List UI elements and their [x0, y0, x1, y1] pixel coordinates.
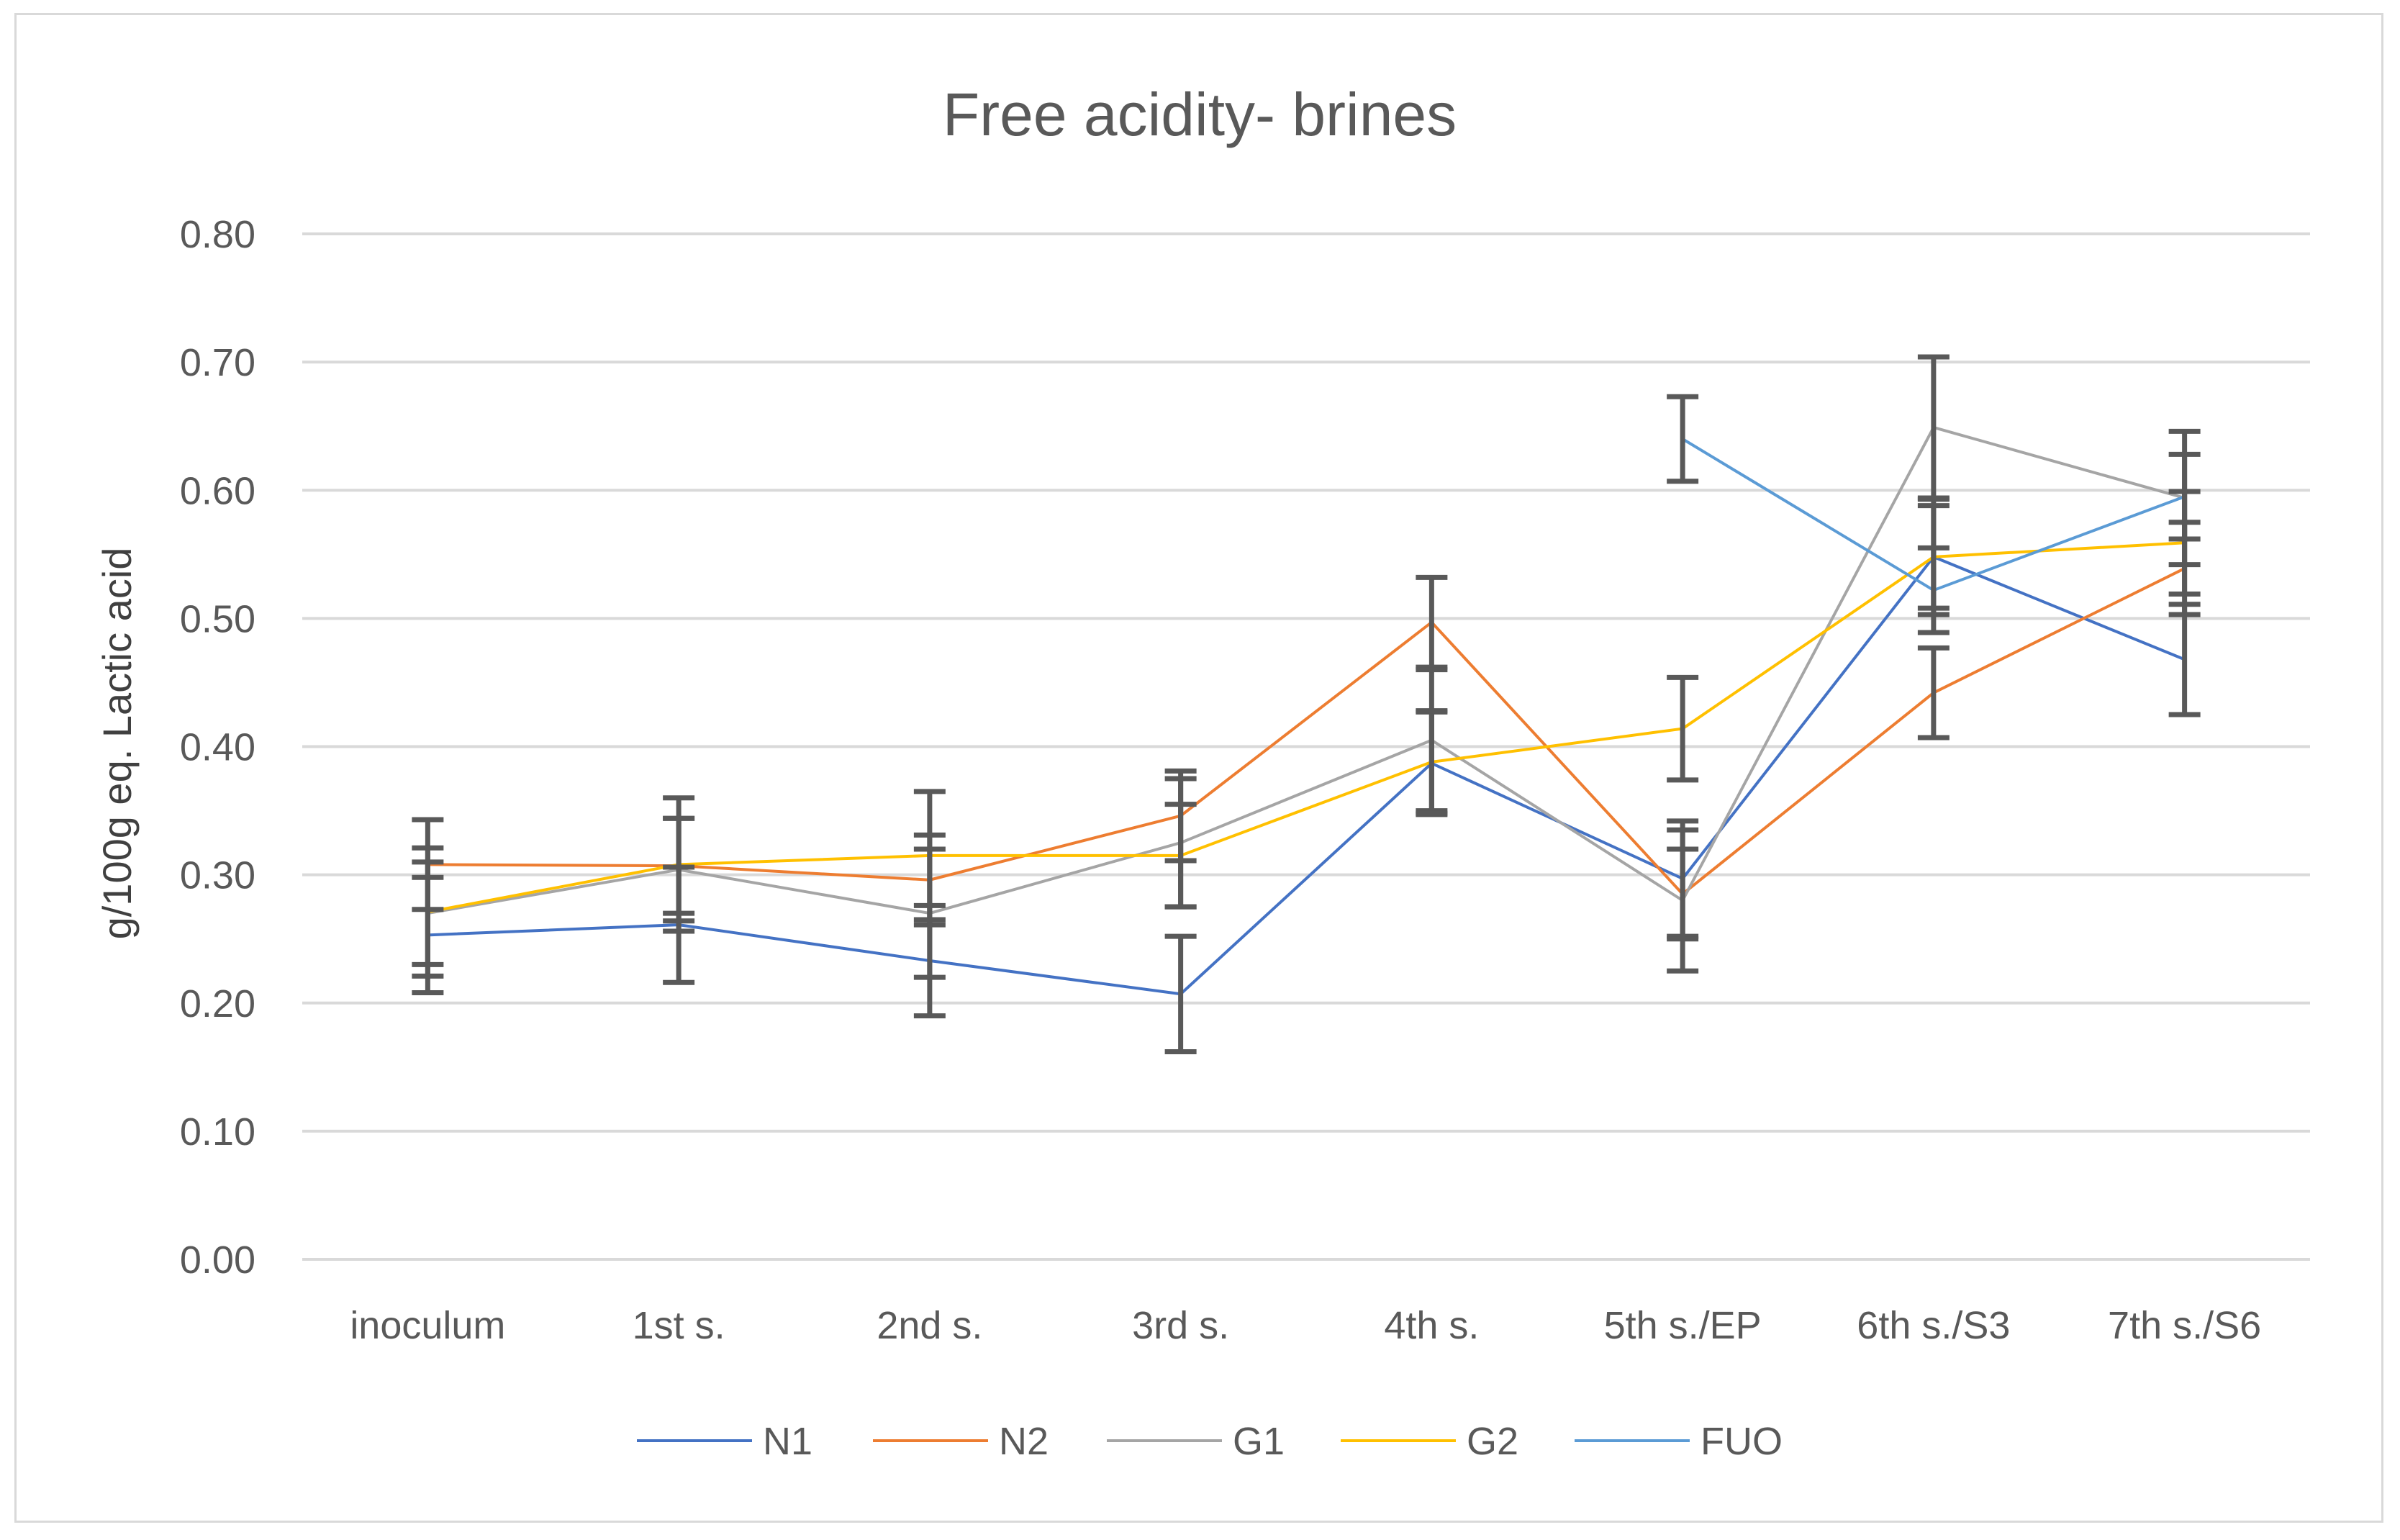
error-bar-g1 — [1917, 354, 1950, 501]
series-lines — [427, 425, 2186, 996]
y-tick-labels: 0.00 0.10 0.20 0.30 0.40 0.50 0.60 0.70 0.80 — [180, 213, 255, 1282]
x-tick-labels: inoculum 1st s. 2nd s. 3rd s. 4th s. 5th s./E… — [350, 1304, 2261, 1347]
legend: N1 N2 G1 G2 FUO — [637, 1420, 1783, 1463]
series-line-n1 — [427, 555, 2186, 996]
error-bar-g2 — [1667, 674, 1699, 783]
series-line-n2 — [427, 567, 2186, 896]
error-bar-g2 — [412, 845, 444, 979]
y-tick-label: 0.60 — [180, 469, 255, 512]
x-tick-label: 1st s. — [633, 1304, 725, 1347]
x-tick-label: 3rd s. — [1132, 1304, 1229, 1347]
error-bar-fuo — [2168, 451, 2201, 542]
error-bar-n1 — [2168, 602, 2201, 717]
x-tick-label: 5th s./EP — [1604, 1304, 1762, 1347]
series-line-g1 — [427, 425, 2186, 915]
error-bar-n2 — [1416, 574, 1448, 670]
y-tick-label: 0.20 — [180, 982, 255, 1025]
legend-item-fuo: FUO — [1575, 1420, 1783, 1463]
gridlines — [302, 232, 2310, 1261]
legend-item-n2: N2 — [873, 1420, 1049, 1463]
legend-item-g1: G1 — [1107, 1420, 1285, 1463]
series-line-g2 — [427, 541, 2185, 914]
x-tick-label: 6th s./S3 — [1857, 1304, 2010, 1347]
error-bar-g2 — [913, 789, 946, 923]
legend-label: G1 — [1233, 1420, 1285, 1463]
error-bar-fuo — [1667, 394, 1699, 484]
y-tick-label: 0.70 — [180, 341, 255, 384]
error-bar-g2 — [1164, 802, 1197, 910]
error-bar-g2 — [663, 795, 695, 934]
x-tick-label: inoculum — [350, 1304, 505, 1347]
error-bar-fuo — [1917, 545, 1950, 635]
y-tick-label: 0.30 — [180, 854, 255, 897]
y-tick-label: 0.00 — [180, 1238, 255, 1282]
error-bar-n1 — [1164, 933, 1197, 1054]
y-tick-label: 0.40 — [180, 726, 255, 769]
legend-item-g2: G2 — [1341, 1420, 1518, 1463]
chart-title: Free acidity- brines — [943, 81, 1457, 148]
y-tick-label: 0.10 — [180, 1110, 255, 1154]
x-tick-label: 2nd s. — [877, 1304, 982, 1347]
error-bars — [412, 354, 2201, 1054]
legend-item-n1: N1 — [637, 1420, 812, 1463]
y-axis-title: g/100g eq. Lactic acid — [94, 548, 140, 940]
legend-label: FUO — [1701, 1420, 1783, 1463]
x-tick-label: 7th s./S6 — [2108, 1304, 2261, 1347]
legend-label: N1 — [763, 1420, 812, 1463]
legend-label: N2 — [999, 1420, 1049, 1463]
error-bar-g2 — [1416, 708, 1448, 816]
error-bar-g1 — [1667, 827, 1699, 974]
y-tick-label: 0.80 — [180, 213, 255, 256]
chart-frame — [14, 13, 2383, 1523]
legend-label: G2 — [1467, 1420, 1518, 1463]
error-bar-n2 — [1917, 645, 1950, 740]
y-tick-label: 0.50 — [180, 597, 255, 640]
x-tick-label: 4th s. — [1384, 1304, 1479, 1347]
